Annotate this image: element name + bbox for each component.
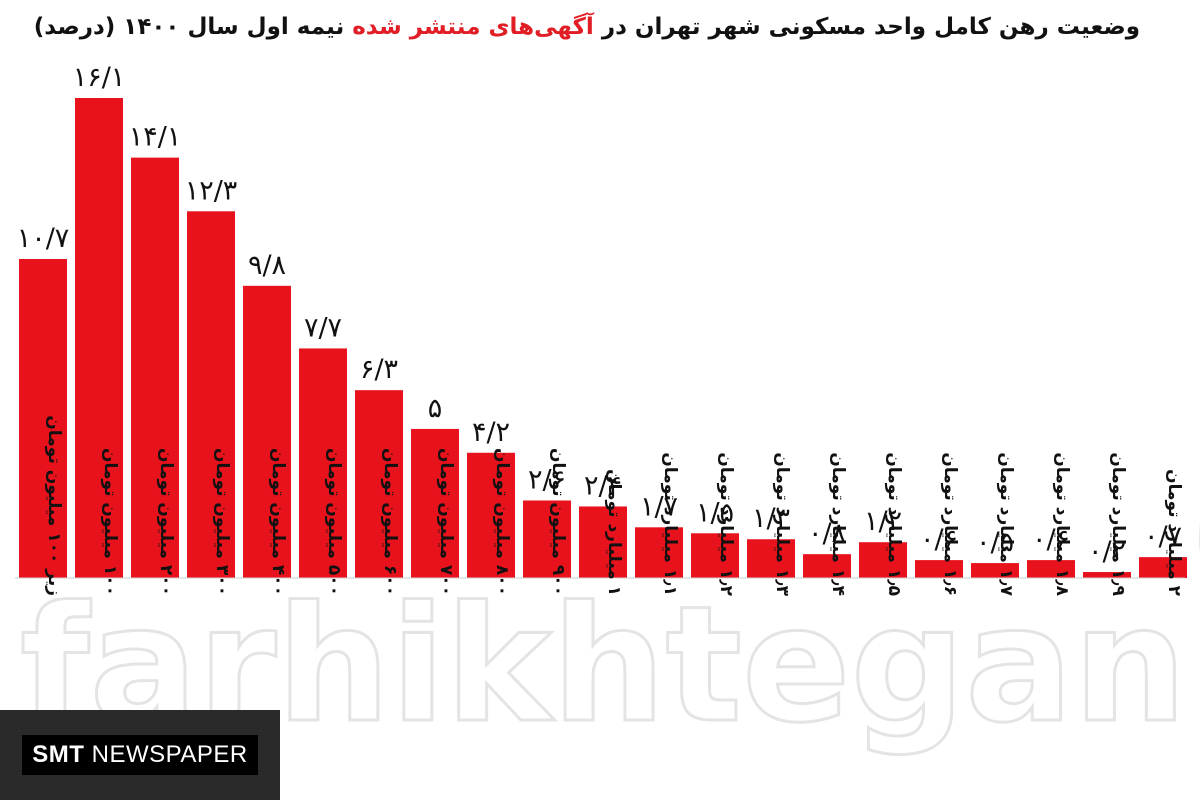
bar-value-label: ۰/۷ [1144,521,1182,552]
brand-bold: SMT [32,741,85,768]
x-tick-label: ۳۰۰ میلیون تومان [212,448,232,596]
bar [523,500,571,578]
bar-value-label: ۱۰/۷ [17,223,70,254]
bar-value-label: ۰/۶ [920,524,958,555]
x-tick-label: ۲۰۰ میلیون تومان [156,448,176,596]
bar [1139,557,1187,578]
bar-value-label: ۰/۶ [1032,524,1070,555]
x-tick-label: ۸۰۰ میلیون تومان [492,448,512,596]
bar-value-label: ۱۴/۱ [129,122,182,153]
bar-value-label: ۶/۳ [360,354,398,385]
bar [187,211,235,578]
x-tick-label: ۶۰۰ میلیون تومان [380,448,400,596]
bar [467,452,515,578]
title-part2: نیمه اول سال ۱۴۰۰ (درصد) [33,14,345,40]
x-tick-label: زیر ۱۰۰ میلیون تومان [44,415,64,596]
bar [299,348,347,578]
bar-value-label: ۴/۲ [472,417,510,448]
bar [635,527,683,578]
x-tick-label: ۹۰۰ میلیون تومان [548,448,568,596]
bar-value-label: ۱/۲ [864,506,902,537]
x-tick-label: ۴۰۰ میلیون تومان [268,448,288,596]
x-tick-label: ۵۰۰ میلیون تومان [324,448,344,596]
bar-value-label: ۵ [428,393,443,424]
x-tick-label: ۱۰۰ میلیون تومان [100,448,120,596]
brand-rest: NEWSPAPER [91,741,248,768]
bar [75,98,123,578]
bar-value-label: ۲/۶ [528,464,566,495]
bar [355,390,403,578]
brand-badge: SMT NEWSPAPER [0,710,280,800]
x-tick-labels: زیر ۱۰۰ میلیون تومان ۱۰۰ میلیون تومان ۲۰۰ … [44,415,1184,596]
bar-value-label: ۰/۸ [808,518,846,549]
chart-title: وضعیت رهن کامل واحد مسکونی شهر تهران در … [34,14,1140,40]
x-tick-label: ۱٫۳ میلیارد تومان [772,452,792,596]
bar [1027,560,1075,578]
bar [803,554,851,578]
brand-logo: SMT NEWSPAPER [22,735,258,775]
bar [579,506,627,578]
title-part1: وضعیت رهن کامل واحد مسکونی شهر تهران در [601,14,1140,40]
x-tick-label: ۱ میلیارد تومان [604,469,624,596]
bar-value-label: ۷/۷ [304,312,342,343]
bar-value-label: ۱۶/۱ [73,62,126,93]
bar-value-label: ۱/۵ [696,497,734,528]
bar-value-label: ۱/۷ [640,491,678,522]
x-tick-label: ۱٫۷ میلیارد تومان [996,452,1016,596]
x-tick-label: ۷۰۰ میلیون تومان [436,448,456,596]
bar-value-label: ۲/۴ [584,470,622,501]
x-tick-label: ۱٫۹ میلیارد تومان [1108,452,1128,596]
x-tick-label: ۲ میلیارد تومان [1164,469,1184,597]
bar [747,539,795,578]
bar [971,563,1019,578]
x-tick-label: ۱٫۶ میلیارد تومان [940,452,960,596]
bar [915,560,963,578]
bar [19,258,67,578]
x-tick-label: ۱٫۵ میلیارد تومان [884,452,904,596]
bar [691,533,739,578]
watermark-persian: فرهیختگان [1185,328,1200,621]
bar-value-label: ۱۲/۳ [185,175,238,206]
bar [411,428,459,578]
value-labels: ۱۰/۷ ۱۶/۱۱۴/۱۱۲/۳ ۹/۸ ۷/۷ ۶/۳ ۵ ۴/۲ ۲/۶ ۲/۴ ۱/۷ ۱/… [17,62,1182,567]
x-tick-label: ۱٫۲ میلیارد تومان [716,452,736,596]
title-highlight: آگهی‌های منتشر شده [352,14,594,40]
x-tick-label: ۱٫۱ میلیارد تومان [660,452,680,596]
x-tick-label: ۱٫۸ میلیارد تومان [1052,452,1072,596]
bar [859,542,907,578]
bar-value-label: ۹/۸ [248,250,286,281]
bar-value-label: ۰/۵ [976,527,1014,558]
bar [131,157,179,579]
bar-value-label: ۱/۳ [752,503,790,534]
x-tick-label: ۱٫۴ میلیارد تومان [828,452,848,596]
bar-value-label: ۰/۲ [1088,536,1126,567]
bars [19,98,1187,579]
bar [1083,572,1131,578]
bar [243,285,291,578]
